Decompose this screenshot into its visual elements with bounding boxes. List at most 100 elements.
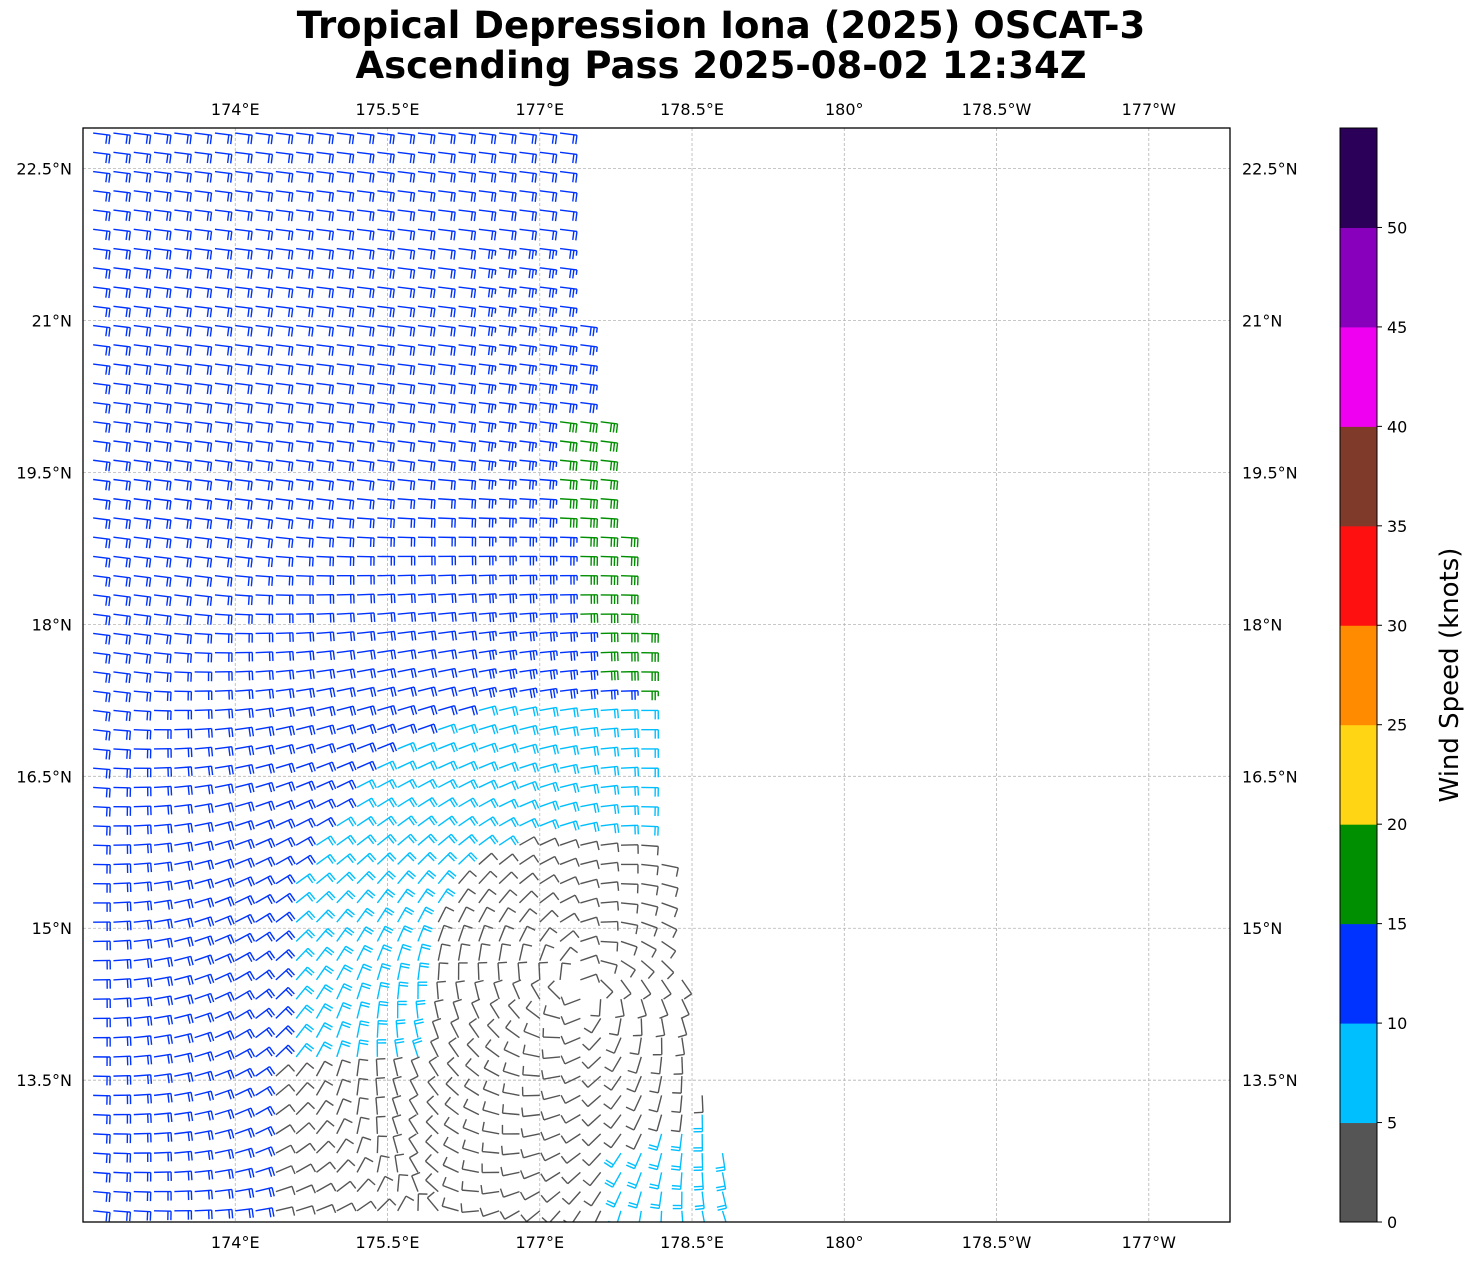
wind-barb (560, 593, 578, 604)
wind-barb (499, 286, 517, 298)
wind-barb (446, 1056, 460, 1077)
wind-barb (316, 742, 337, 754)
wind-barb (376, 888, 396, 904)
wind-barb (580, 613, 599, 623)
wind-barb (641, 825, 659, 836)
wind-barb (356, 907, 375, 923)
wind-barb (499, 209, 517, 222)
wind-barb (235, 401, 253, 414)
wind-barb (641, 709, 659, 720)
wind-barb (275, 1124, 296, 1135)
wind-barb (417, 924, 433, 942)
wind-barb (234, 876, 256, 887)
wind-barb (681, 979, 693, 1000)
wind-barb (235, 632, 253, 643)
wind-barb (590, 999, 602, 1017)
wind-barb (356, 267, 375, 279)
wind-barb (442, 1156, 459, 1173)
wind-barb (458, 363, 477, 376)
wind-barb (133, 363, 152, 376)
wind-barb (174, 1209, 193, 1220)
wind-barb (255, 132, 274, 145)
wind-barb (93, 228, 111, 241)
wind-barb (255, 781, 276, 793)
wind-barb (640, 960, 655, 980)
wind-barb (174, 132, 192, 145)
wind-barb (113, 363, 132, 376)
wind-barb (214, 498, 233, 510)
wind-barb (214, 401, 233, 414)
wind-barb (153, 1112, 173, 1123)
wind-barb (489, 998, 500, 1019)
wind-barb (93, 1056, 111, 1067)
wind-barb (519, 498, 538, 509)
wind-barb (255, 1105, 276, 1117)
wind-barb (377, 228, 395, 241)
wind-barb (660, 1210, 663, 1222)
wind-barb (417, 305, 436, 318)
wind-barb (113, 748, 132, 760)
wind-barb (255, 856, 276, 867)
wind-barb (316, 363, 335, 376)
wind-barb (113, 421, 132, 433)
wind-barb (498, 724, 519, 735)
wind-barb (316, 536, 335, 548)
wind-barb (133, 843, 152, 854)
map-gridlines (83, 128, 1230, 1222)
wind-barb (519, 344, 538, 356)
wind-barb (397, 888, 416, 904)
wind-barb (133, 421, 152, 433)
wind-barb (275, 986, 295, 1000)
wind-barb (275, 151, 294, 164)
wind-barb (650, 1056, 663, 1075)
wind-barb (275, 799, 296, 811)
wind-barb (153, 1073, 173, 1084)
wind-barb (336, 209, 355, 222)
wind-barb (539, 818, 560, 830)
wind-barb (235, 726, 255, 737)
wind-barb (194, 132, 213, 145)
wind-barb (519, 612, 538, 623)
wind-barb (93, 440, 111, 453)
wind-barb (113, 170, 132, 183)
wind-barb (560, 1016, 581, 1026)
wind-barb (113, 863, 132, 874)
wind-barb (113, 632, 132, 645)
wind-barb (397, 401, 416, 414)
wind-barb (316, 872, 336, 885)
wind-barb (255, 478, 274, 491)
wind-barb (295, 1101, 315, 1116)
wind-barb (153, 536, 172, 549)
wind-barb (194, 421, 213, 433)
wind-barb (539, 706, 559, 717)
wind-barb (93, 998, 111, 1009)
wind-barb (600, 823, 620, 834)
wind-barb (356, 151, 375, 164)
wind-barb (255, 517, 274, 530)
wind-barb (582, 1171, 602, 1187)
wind-barb (559, 344, 578, 356)
wind-barb (580, 707, 599, 718)
wind-barb (174, 344, 192, 356)
wind-barb (637, 998, 647, 1019)
wind-barb (133, 286, 152, 299)
wind-barb (438, 440, 456, 453)
wind-barb (316, 631, 335, 642)
wind-barb (585, 1210, 602, 1222)
wind-barb (458, 815, 479, 827)
wind-barb (499, 267, 517, 279)
wind-barb (357, 593, 376, 604)
wind-barb (424, 1153, 439, 1173)
wind-barb (620, 670, 639, 681)
wind-barb (174, 728, 193, 739)
wind-barb (336, 779, 357, 790)
wind-barb (133, 690, 152, 702)
wind-barb (336, 668, 356, 679)
wind-barb (498, 853, 519, 865)
wind-barb (539, 517, 558, 528)
wind-barb (499, 593, 518, 604)
wind-barb (194, 324, 213, 337)
wind-barb (620, 805, 640, 816)
wind-barb (559, 247, 578, 260)
wind-barb (174, 994, 194, 1005)
